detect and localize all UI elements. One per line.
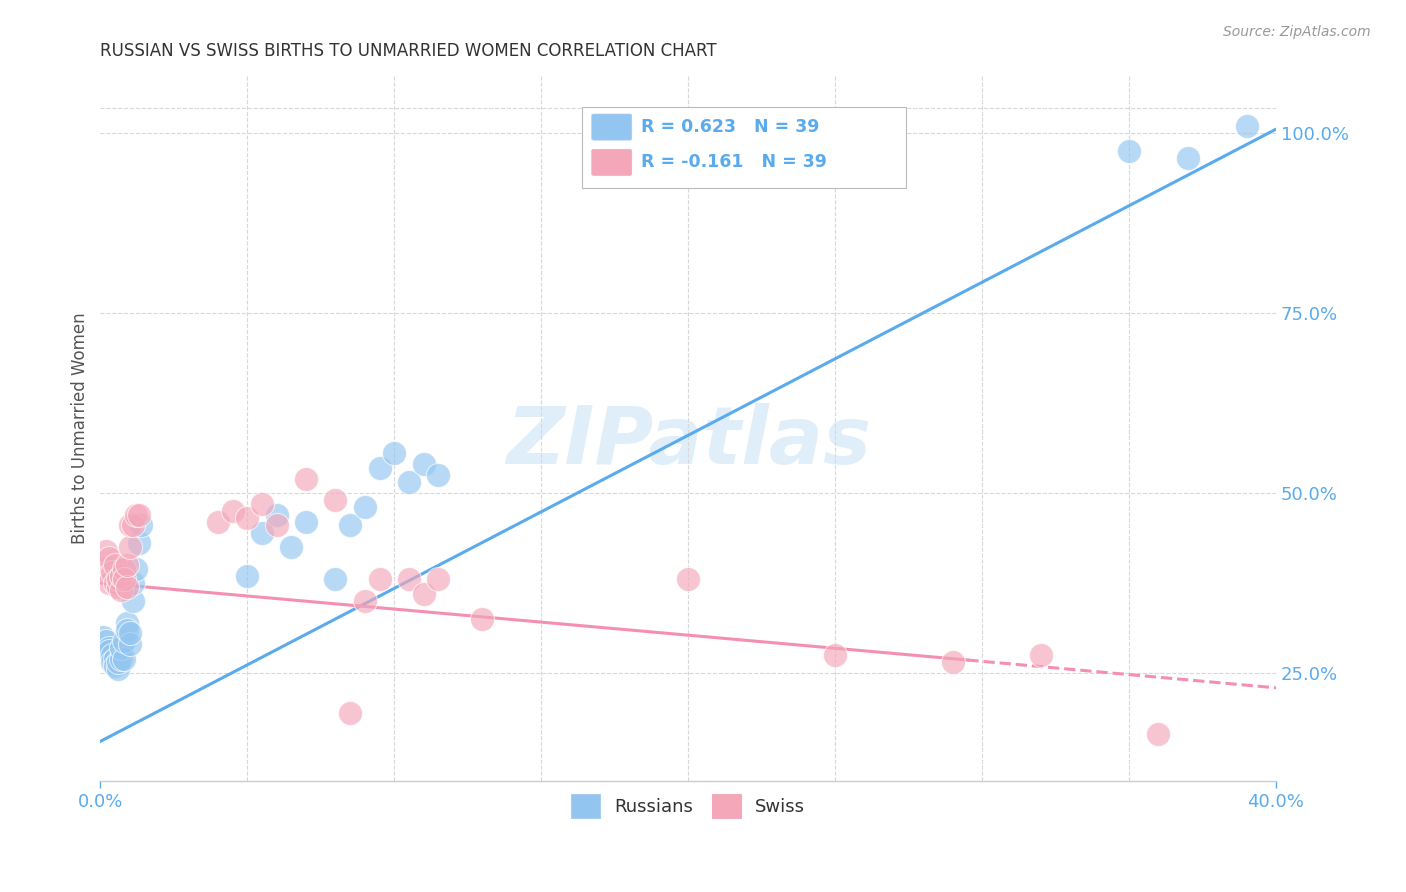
Point (427, 467, 450, 482)
Point (325, 572, 347, 586)
Point (236, 511, 259, 525)
Text: Source: ZipAtlas.com: Source: ZipAtlas.com (1223, 25, 1371, 39)
Point (98, 644, 121, 658)
Point (354, 594, 377, 608)
Point (107, 662, 129, 676)
Point (112, 651, 135, 665)
Point (128, 536, 150, 550)
Point (104, 658, 127, 673)
Point (98, 640, 121, 655)
Point (91, 561, 114, 575)
Point (280, 540, 302, 554)
Point (121, 594, 143, 608)
Point (121, 576, 143, 591)
Point (118, 540, 141, 554)
Point (112, 633, 135, 648)
Point (104, 651, 127, 665)
Point (112, 572, 135, 586)
Point (295, 471, 318, 485)
Point (101, 565, 124, 579)
Point (368, 460, 391, 475)
Point (942, 655, 965, 669)
Point (1177, 151, 1199, 165)
Point (676, 572, 699, 586)
FancyBboxPatch shape (592, 149, 631, 176)
Point (98, 576, 121, 591)
Point (98, 550, 121, 565)
Point (115, 580, 138, 594)
Point (115, 623, 138, 637)
Point (354, 500, 377, 515)
Point (236, 568, 259, 582)
Point (427, 572, 450, 586)
FancyBboxPatch shape (582, 107, 905, 188)
Point (325, 493, 347, 508)
Point (339, 706, 361, 720)
Point (107, 572, 129, 586)
Point (104, 576, 127, 591)
Point (118, 518, 141, 533)
FancyBboxPatch shape (592, 114, 631, 140)
Y-axis label: Births to Unmarried Women: Births to Unmarried Women (72, 312, 89, 544)
Point (128, 508, 150, 522)
Point (398, 572, 420, 586)
Point (107, 655, 129, 669)
Point (824, 648, 846, 662)
Point (115, 615, 138, 630)
Point (339, 518, 361, 533)
Point (115, 558, 138, 572)
Point (412, 587, 434, 601)
Point (412, 457, 434, 471)
Point (101, 655, 124, 669)
Point (266, 518, 288, 533)
Text: RUSSIAN VS SWISS BIRTHS TO UNMARRIED WOMEN CORRELATION CHART: RUSSIAN VS SWISS BIRTHS TO UNMARRIED WOM… (100, 42, 717, 60)
Point (107, 580, 129, 594)
Point (96, 633, 118, 648)
Point (1118, 144, 1140, 158)
Point (398, 475, 420, 489)
Point (118, 626, 141, 640)
Point (110, 568, 132, 582)
Point (124, 561, 146, 575)
Point (221, 504, 243, 518)
Point (368, 572, 391, 586)
Point (471, 612, 494, 626)
Point (266, 508, 288, 522)
Point (110, 583, 132, 598)
Legend: Russians, Swiss: Russians, Swiss (564, 788, 813, 825)
Point (250, 525, 273, 540)
Point (382, 446, 405, 460)
Point (121, 518, 143, 533)
Text: R = 0.623   N = 39: R = 0.623 N = 39 (641, 118, 820, 136)
Point (112, 561, 135, 575)
Point (91, 630, 114, 644)
Point (124, 508, 146, 522)
Point (96, 543, 118, 558)
Text: ZIPatlas: ZIPatlas (506, 403, 870, 481)
Point (104, 558, 127, 572)
Point (1029, 648, 1052, 662)
Point (110, 651, 132, 665)
Point (207, 515, 229, 529)
Point (118, 637, 141, 651)
Text: R = -0.161   N = 39: R = -0.161 N = 39 (641, 153, 827, 171)
Point (1147, 727, 1170, 741)
Point (101, 648, 124, 662)
Point (110, 640, 132, 655)
Point (131, 518, 153, 533)
Point (250, 497, 273, 511)
Point (295, 515, 318, 529)
Point (1236, 119, 1258, 133)
